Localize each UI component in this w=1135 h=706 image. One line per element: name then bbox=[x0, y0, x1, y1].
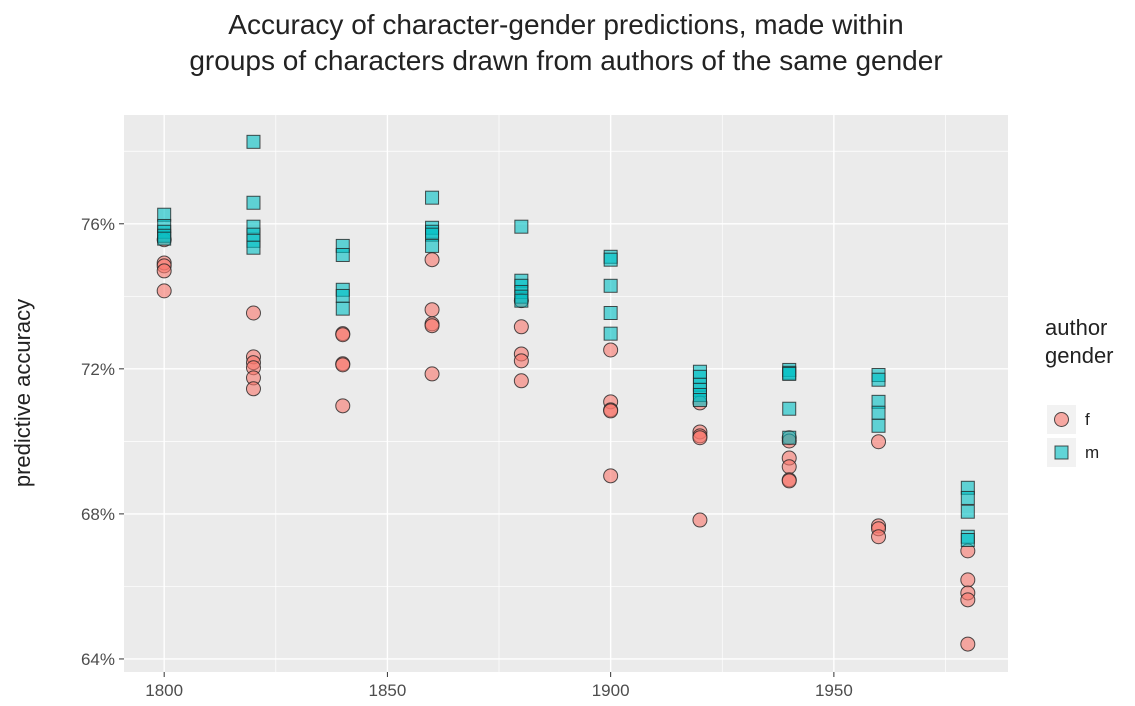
point bbox=[871, 434, 887, 450]
x-tick-label: 1800 bbox=[145, 681, 183, 700]
point bbox=[424, 302, 440, 318]
point bbox=[246, 195, 261, 210]
point bbox=[603, 278, 618, 293]
legend-marker bbox=[1054, 412, 1069, 427]
point bbox=[425, 238, 440, 253]
point bbox=[513, 353, 529, 369]
x-tick-label: 1850 bbox=[369, 681, 407, 700]
point bbox=[603, 342, 619, 358]
point bbox=[871, 372, 886, 387]
y-axis-label: predictive accuracy bbox=[10, 299, 35, 487]
point bbox=[692, 430, 708, 446]
y-tick-label: 68% bbox=[81, 505, 115, 524]
plot-panel bbox=[124, 115, 1008, 672]
x-tick-label: 1950 bbox=[815, 681, 853, 700]
point bbox=[692, 393, 707, 408]
point bbox=[960, 504, 975, 519]
point bbox=[692, 512, 708, 528]
legend-marker bbox=[1054, 445, 1069, 460]
point bbox=[245, 305, 261, 321]
y-tick-label: 72% bbox=[81, 360, 115, 379]
point bbox=[960, 490, 975, 505]
legend-title: gender bbox=[1045, 343, 1114, 368]
point bbox=[871, 405, 886, 420]
point bbox=[782, 430, 797, 445]
point bbox=[960, 592, 976, 608]
point bbox=[245, 381, 261, 397]
chart-title: groups of characters drawn from authors … bbox=[189, 45, 942, 76]
point bbox=[514, 219, 529, 234]
point bbox=[871, 418, 886, 433]
point bbox=[156, 263, 172, 279]
point bbox=[782, 366, 797, 381]
point bbox=[603, 468, 619, 484]
point bbox=[514, 293, 529, 308]
point bbox=[781, 459, 797, 475]
legend-label: m bbox=[1085, 443, 1099, 462]
point bbox=[335, 247, 350, 262]
x-tick-label: 1900 bbox=[592, 681, 630, 700]
chart-title: Accuracy of character-gender predictions… bbox=[228, 9, 903, 40]
point bbox=[960, 636, 976, 652]
point bbox=[513, 319, 529, 335]
point bbox=[603, 252, 618, 267]
point bbox=[782, 401, 797, 416]
legend-label: f bbox=[1085, 410, 1090, 429]
point bbox=[603, 326, 618, 341]
point bbox=[781, 473, 797, 489]
y-tick-label: 64% bbox=[81, 650, 115, 669]
point bbox=[335, 301, 350, 316]
point bbox=[424, 366, 440, 382]
point bbox=[246, 240, 261, 255]
point bbox=[157, 231, 172, 246]
point bbox=[425, 190, 440, 205]
point bbox=[335, 398, 351, 414]
point bbox=[246, 134, 261, 149]
legend-title: author bbox=[1045, 315, 1107, 340]
point bbox=[335, 288, 350, 303]
point bbox=[335, 327, 351, 343]
point bbox=[603, 403, 619, 419]
point bbox=[960, 572, 976, 588]
point bbox=[603, 305, 618, 320]
point bbox=[156, 283, 172, 299]
y-tick-label: 76% bbox=[81, 215, 115, 234]
point bbox=[424, 252, 440, 268]
point bbox=[871, 529, 887, 545]
point bbox=[513, 373, 529, 389]
point bbox=[335, 357, 351, 373]
point bbox=[960, 533, 975, 548]
point bbox=[424, 318, 440, 334]
